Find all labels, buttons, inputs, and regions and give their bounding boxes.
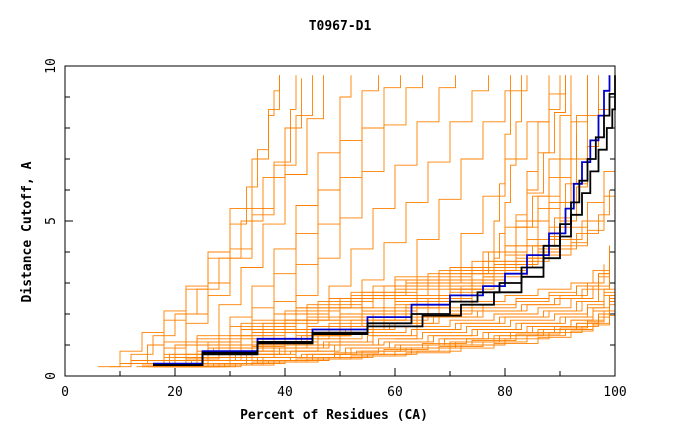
axes: 0 20 40 60 80 100 0 5 10 bbox=[44, 58, 627, 400]
model-line-45 bbox=[202, 295, 616, 366]
model-line-5 bbox=[142, 75, 313, 365]
model-line-55 bbox=[406, 75, 522, 309]
model-line-8 bbox=[208, 75, 379, 358]
model-line-29 bbox=[241, 75, 588, 355]
model-line-56 bbox=[428, 75, 511, 303]
x-tick-label: 80 bbox=[497, 385, 513, 400]
plot-lines bbox=[98, 75, 616, 368]
x-tick-label: 100 bbox=[603, 385, 626, 400]
model-line-48 bbox=[230, 304, 616, 366]
y-tick-label: 5 bbox=[44, 217, 59, 225]
model-line-49 bbox=[142, 245, 610, 366]
x-tick-label: 20 bbox=[167, 385, 183, 400]
model-line-54 bbox=[373, 75, 550, 315]
model-line-14 bbox=[395, 75, 566, 340]
model-line-30 bbox=[263, 75, 610, 352]
model-line-19 bbox=[131, 239, 561, 361]
model-line-46 bbox=[208, 298, 616, 366]
y-tick-label: 0 bbox=[44, 372, 59, 380]
x-tick-label: 60 bbox=[387, 385, 403, 400]
model-line-36 bbox=[164, 276, 616, 368]
model-line-37 bbox=[169, 279, 616, 368]
x-tick-label: 0 bbox=[61, 385, 69, 400]
model-line-28 bbox=[219, 75, 599, 358]
x-axis-label: Percent of Residues (CA) bbox=[240, 408, 428, 423]
model-line-2 bbox=[131, 75, 280, 365]
x-tick-label: 40 bbox=[277, 385, 293, 400]
model-line-11 bbox=[285, 75, 456, 349]
y-axis-label: Distance Cutoff, A bbox=[20, 161, 35, 302]
highlight-line-3 bbox=[153, 93, 616, 367]
model-line-21 bbox=[164, 224, 588, 358]
highlight-line-2 bbox=[153, 75, 616, 367]
model-line-44 bbox=[125, 252, 610, 365]
model-line-47 bbox=[219, 301, 616, 366]
model-line-52 bbox=[307, 103, 599, 327]
model-line-10 bbox=[252, 75, 423, 352]
y-tick-label: 10 bbox=[44, 58, 59, 74]
model-line-6 bbox=[175, 75, 324, 361]
chart-title: T0967-D1 bbox=[309, 19, 372, 34]
model-line-20 bbox=[142, 233, 572, 361]
